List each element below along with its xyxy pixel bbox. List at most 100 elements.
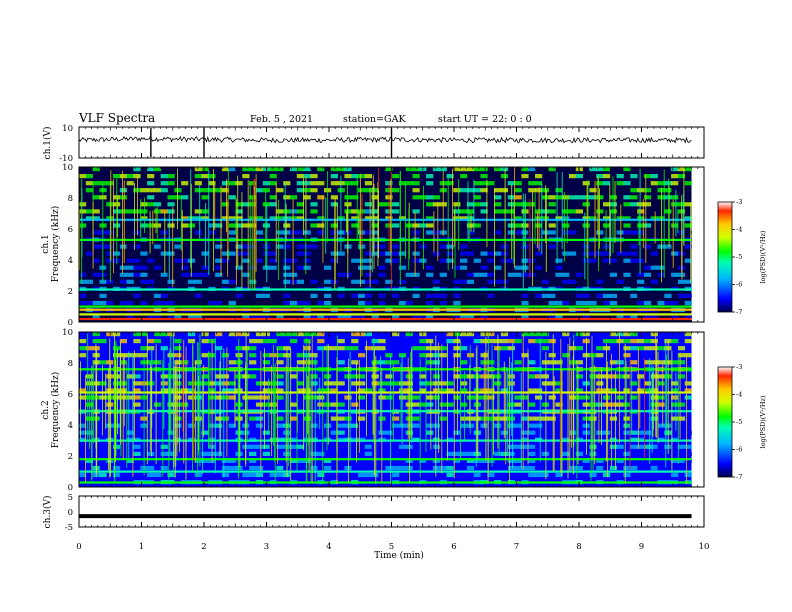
spec1-cell [290,230,298,235]
spec1-cell [160,174,168,179]
spec1-cell [221,216,230,221]
spec1-cell [269,174,277,179]
spec2-cell [174,388,182,393]
spec1-ch-label: ch.1 [41,234,51,253]
spec1-cell [460,258,468,263]
spec1-cell [303,188,311,193]
spec2-cell [126,353,134,358]
spec1-cell [303,230,311,235]
spec1-cell [106,202,114,207]
station-label: station=GAK [343,114,406,125]
spec2-cell [562,353,570,358]
spec1-cell [446,251,454,256]
spec2-cell [215,395,223,400]
spec1-cell [344,195,352,200]
spec2-cell [432,353,441,358]
spec1-cell [671,202,679,207]
spec1-cell [555,293,563,298]
spec2-cell [221,374,230,379]
spec1-cell [351,181,359,186]
spec2-ylabel: Frequency (kHz) [50,372,61,449]
spec1-cell [133,272,141,277]
spec1-cell [351,174,359,179]
spec2-cell [147,339,155,344]
spec2-cell [528,472,536,478]
spec1-cell [671,315,679,320]
spec1-cell [378,265,386,270]
spec1-cell [269,258,277,263]
spec2-cell [276,472,284,478]
spec1-cell [92,244,100,249]
spec1-cell [235,181,243,186]
spec1-cell [453,279,461,284]
spec1-cell [140,279,148,284]
spec1-cell [126,181,134,186]
spec2-cell [262,402,270,407]
spec2-cell [671,381,679,386]
spec1-cell [398,251,407,256]
spec1-cell [521,293,529,298]
spec2-cell [419,388,427,393]
spec1-cell [555,195,563,200]
spec2-cell [119,339,127,344]
spec2-cell [460,332,468,337]
spec1-cell [453,167,461,172]
spec1-cell [194,209,202,214]
spec1-cell [201,195,209,200]
ch3-voltage-panel: 5 0 -5 ch.3(V) [42,493,705,533]
spec2-cell [221,458,230,463]
spec1-cell [194,174,202,179]
spec1-cell [500,251,509,256]
spec1-cell [92,209,100,214]
spec1-cell [330,167,338,172]
spec2-cell [187,395,196,400]
spec1-cell [85,174,93,179]
spec1-cell [609,272,617,277]
spec2-cell [324,402,332,407]
spec2-cell [351,451,359,456]
spec2-cell [609,388,617,393]
spec2-cell [147,472,155,478]
cb1-tick-m5: -5 [736,253,742,261]
spec1-cell [426,230,434,235]
spec1-cell [215,258,223,263]
spec1-cell [514,195,522,200]
spec1-cell [419,195,427,200]
spec2-cell [548,353,556,358]
spec2-cell [160,451,168,456]
spec2-cell [426,430,434,435]
spec1-cell [133,244,141,249]
spec1-cell [371,209,379,214]
spec1-cell [181,195,189,200]
spec2-cell [507,444,515,449]
spec1-band [79,317,692,321]
spec1-cell [643,195,652,200]
spec1-cell [140,216,148,221]
spec1-cell [453,265,461,270]
spec2-cell [113,381,121,386]
spec2-cell [575,388,583,393]
spec1-cell [255,216,264,221]
spec1-cell [310,202,318,207]
spec1-cell [92,272,100,277]
spec2-cell [358,374,366,379]
spec1-cell [630,202,638,207]
spec2-cell [487,374,495,379]
spec2-cell [276,444,284,449]
spec1-cell [133,293,141,298]
spec1-cell [494,209,502,214]
spec1-cell [650,265,658,270]
spec1-cell [480,251,488,256]
spec1-cell [412,293,420,298]
spec2-cell [344,465,352,471]
spec2-cell [187,381,196,386]
spec1-cell [637,279,645,284]
spec2-cell [432,472,441,478]
spec1-cell [228,279,236,284]
spec1-cell [589,188,597,193]
spec1-cell [296,167,304,172]
spec1-cell [92,230,100,235]
spec1-cell [582,293,590,298]
spec1-cell [262,188,270,193]
spec1-cell [153,167,162,172]
